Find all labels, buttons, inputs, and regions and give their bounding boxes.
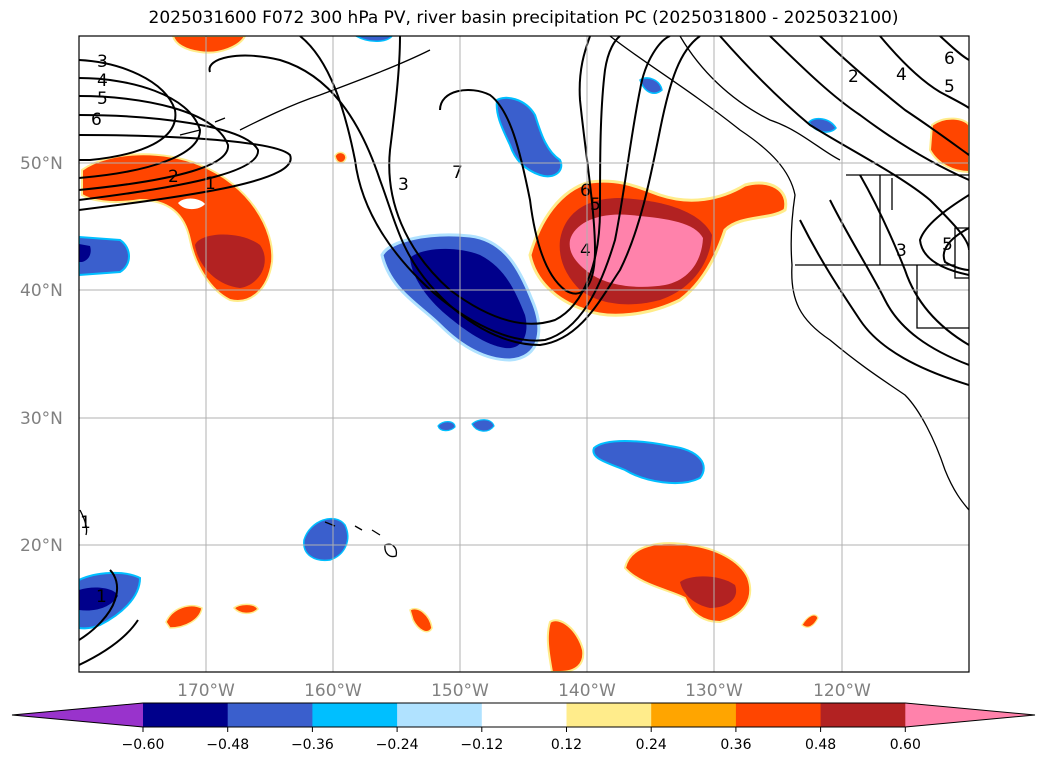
positive-anomaly-small-1 [334, 151, 347, 164]
colorbar-tick-label: 0.36 [720, 737, 751, 753]
lon-label: 160°W [304, 681, 362, 701]
negative-anomaly-small-n3 [354, 36, 393, 42]
contour-label: 1 [96, 587, 107, 607]
colorbar-segment [566, 703, 652, 727]
longitude-labels: 170°W 160°W 150°W 140°W 130°W 120°W [177, 681, 871, 701]
map-area: 3 4 5 6 2 1 3 7 6 5 4 2 4 6 5 3 5 1 1 [79, 36, 969, 672]
colorbar-segment [227, 703, 313, 727]
positive-anomaly-east [928, 117, 969, 174]
negative-anomaly-west [79, 235, 130, 277]
coastlines [79, 36, 969, 558]
lat-label: 40°N [20, 281, 63, 301]
lon-label: 120°W [813, 681, 871, 701]
positive-anomaly-ne-pacific-pink [569, 214, 703, 287]
negative-anomaly-small-s2 [471, 419, 495, 432]
map-title: 2025031600 F072 300 hPa PV, river basin … [148, 8, 899, 28]
colorbar-segment [481, 703, 567, 727]
colorbar-segment [820, 703, 906, 727]
lat-label: 50°N [20, 154, 63, 174]
colorbar-tick-label: −0.24 [376, 737, 419, 753]
contour-label: 1 [205, 174, 216, 194]
positive-anomaly-nw-pacific-core [195, 234, 265, 288]
negative-anomaly-west-core [79, 244, 91, 262]
negative-anomaly-gulf-of-alaska [495, 96, 563, 178]
colorbar: −0.60 −0.48 −0.36 −0.24 −0.12 0.12 0.24 0.36 0.4… [11, 702, 1036, 753]
colorbar-segment [735, 703, 822, 727]
contour-label: 5 [942, 235, 953, 255]
colorbar-extend-high [905, 703, 1035, 727]
contour-label: 4 [896, 65, 907, 85]
colorbar-tick-label: 0.12 [551, 737, 582, 753]
contour-label: 5 [590, 195, 601, 215]
negative-anomaly-small-n1 [639, 77, 663, 94]
lon-label: 150°W [431, 681, 489, 701]
lon-label: 140°W [558, 681, 616, 701]
colorbar-tick-label: −0.12 [460, 737, 503, 753]
contour-labels: 3 4 5 6 2 1 3 7 6 5 4 2 4 6 5 3 5 1 1 [80, 49, 955, 607]
negative-anomaly-small-n2 [808, 117, 837, 133]
contour-label: 3 [398, 175, 409, 195]
contour-label: 7 [452, 163, 463, 183]
colorbar-tick-label: −0.36 [291, 737, 334, 753]
hole-white [178, 198, 205, 210]
contour-label: 4 [580, 241, 591, 261]
positive-anomaly-small-s3 [165, 604, 203, 629]
negative-anomaly-subtropical [592, 440, 705, 484]
positive-anomaly-small-s7 [801, 614, 819, 628]
lon-label: 130°W [685, 681, 743, 701]
contour-label: 5 [97, 89, 108, 109]
colorbar-tick-label: −0.60 [122, 737, 165, 753]
colorbar-segment [143, 703, 229, 727]
contour-label: 6 [580, 181, 591, 201]
negative-anomaly-central-pacific-core [410, 248, 527, 349]
contour-label: 3 [97, 52, 108, 72]
colorbar-segment [397, 703, 483, 727]
colorbar-tick-label: −0.48 [206, 737, 249, 753]
negative-anomaly-hawaii [303, 518, 349, 562]
negative-anomaly-small-s1 [437, 421, 456, 432]
positive-anomaly-subtropical-east-core [680, 576, 737, 608]
lat-label: 30°N [20, 409, 63, 429]
contour-label: 1 [80, 513, 91, 533]
positive-anomaly-small-s6 [546, 619, 585, 672]
pv-contours [79, 36, 969, 666]
colorbar-segment [651, 703, 737, 727]
colorbar-tick-label: 0.48 [805, 737, 836, 753]
contour-label: 6 [91, 110, 102, 130]
positive-anomaly-small-s4 [232, 603, 259, 615]
negative-anomaly-southwest-core [79, 587, 118, 611]
contour-label: 2 [168, 167, 179, 187]
colorbar-segment [312, 703, 398, 727]
lat-label: 20°N [20, 536, 63, 556]
positive-anomaly-small-s5 [409, 608, 433, 633]
colorbar-extend-low [12, 703, 143, 727]
contour-label: 4 [97, 71, 108, 91]
gridlines [79, 36, 969, 672]
lon-label: 170°W [177, 681, 235, 701]
map-frame [78, 35, 970, 673]
contour-label: 6 [944, 49, 955, 69]
contour-label: 2 [848, 67, 859, 87]
colorbar-tick-label: 0.24 [636, 737, 667, 753]
colorbar-tick-label: 0.60 [890, 737, 921, 753]
positive-anomaly-top [171, 36, 247, 54]
contour-label: 5 [944, 77, 955, 97]
contour-label: 3 [896, 241, 907, 261]
precip-shading [79, 36, 969, 672]
latitude-labels: 20°N 30°N 40°N 50°N [20, 154, 63, 556]
